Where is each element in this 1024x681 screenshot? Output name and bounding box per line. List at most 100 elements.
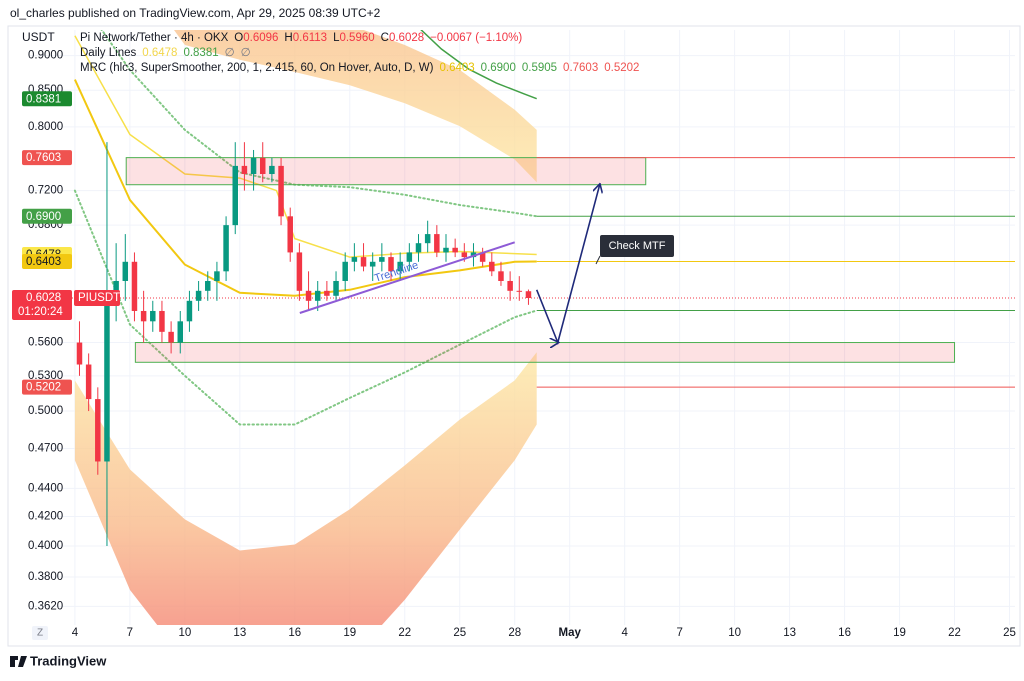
candle-body (305, 290, 312, 301)
legend-row: Pi Network/Tether · 4h · OKX O0.6096 H0.61… (80, 32, 522, 44)
candle-body (95, 399, 101, 462)
legend-row: MRC (hlc3, SuperSmoother, 200, 1, 2.415,… (80, 62, 639, 74)
ohlc-key: L (333, 32, 340, 44)
candle-body (498, 271, 504, 281)
countdown: 01:20:24 (18, 306, 63, 318)
y-tick-label: 0.5300 (28, 370, 63, 382)
callout-text: Check MTF (609, 240, 666, 252)
timezone-button-label[interactable]: Z (37, 628, 43, 639)
y-tick-label: 0.4000 (28, 540, 63, 552)
candle-body (85, 364, 92, 400)
indicator-value: 0.8381 (183, 47, 218, 59)
x-tick-label: 28 (508, 627, 521, 639)
candle-body (461, 252, 468, 258)
x-tick-label: 19 (343, 627, 356, 639)
legend-title: Pi Network/Tether · 4h · OKX (80, 32, 229, 44)
plot-area: Trendline (30, 30, 1015, 625)
candle-body (470, 252, 477, 258)
axes: 0.90000.85000.80000.72000.68000.56000.53… (12, 50, 1016, 639)
y-tick-label: 0.8000 (28, 121, 63, 133)
x-tick-label: 13 (233, 627, 246, 639)
candle-body (250, 157, 257, 175)
logo-mark (10, 656, 27, 667)
trendline (299, 241, 516, 314)
y-tick-label: 0.4700 (28, 443, 63, 455)
y-tick-label: 0.7200 (28, 185, 63, 197)
x-tick-label: 4 (72, 627, 79, 639)
indicator-value: 0.5905 (522, 62, 557, 74)
y-tick-label: 0.5600 (28, 337, 63, 349)
candle-body (443, 247, 449, 253)
candle-body (195, 290, 202, 301)
ohlc-key: O (234, 32, 243, 44)
price-tag (22, 379, 72, 395)
mrc-lower-dotted (73, 189, 538, 426)
indicator-value: ∅ (241, 47, 251, 59)
indicator-value: ∅ (225, 47, 235, 59)
y-tick-label: 0.3620 (28, 600, 63, 612)
x-tick-label: 16 (838, 627, 851, 639)
chart-frame (7, 25, 1021, 647)
candle-body (104, 300, 110, 462)
ohlc-value: 0.6028 (389, 32, 424, 44)
indicator-value: 0.6478 (142, 47, 177, 59)
x-tick-label: 10 (178, 627, 191, 639)
y-tick-label: 0.9000 (28, 50, 63, 62)
y-tick-label: 0.5000 (28, 405, 63, 417)
x-tick-label: May (559, 627, 582, 639)
timezone-button[interactable] (32, 626, 48, 640)
symbol-tag (74, 290, 120, 307)
price-tag-label: 0.6900 (26, 211, 61, 223)
candle-body (287, 216, 293, 253)
candle-body (314, 290, 321, 301)
indicator-value: 0.7603 (563, 62, 598, 74)
projection-arrow (535, 185, 600, 343)
candle-body (507, 280, 513, 291)
price-tag (22, 91, 72, 107)
candle-body (479, 252, 486, 262)
candle-body (525, 291, 532, 299)
candle-body (159, 310, 165, 332)
candle-body (397, 261, 403, 272)
candle-body (259, 157, 266, 175)
candle-body (415, 243, 422, 253)
candle-body (379, 257, 385, 262)
indicator-value: 0.6403 (439, 62, 474, 74)
x-tick-label: 22 (948, 627, 961, 639)
tradingview-logo: TradingView (10, 653, 107, 668)
candle-body (205, 280, 211, 291)
ohlc-value: 0.5960 (339, 32, 374, 44)
candle-body (186, 300, 193, 322)
x-tick-label: 4 (621, 627, 628, 639)
candle-body (177, 321, 184, 343)
candle-body (168, 331, 174, 343)
last-price-tag (12, 290, 72, 321)
candle-body (232, 165, 238, 226)
candle-body (140, 310, 147, 322)
candle-body (424, 234, 431, 244)
candle-body (122, 261, 129, 281)
change: −0.0067 (−1.10%) (430, 32, 522, 44)
callout-box (600, 235, 674, 257)
candle-body (324, 290, 330, 296)
candle-body (516, 290, 523, 292)
callout-pointer (595, 255, 601, 265)
candle-body (489, 261, 495, 272)
candle-body (223, 225, 229, 272)
y-tick-label: 0.3800 (28, 571, 63, 583)
candle-body (131, 261, 138, 311)
price-tag-label: 0.7603 (26, 152, 61, 164)
candle-body (434, 234, 440, 253)
candle-body (369, 261, 376, 267)
legend-row: Daily Lines 0.6478 0.8381 ∅ ∅ (80, 47, 251, 59)
price-tag-label: 0.8381 (26, 93, 61, 105)
candle-body (360, 257, 367, 267)
candle-body (296, 252, 303, 291)
y-tick-label: 0.4200 (28, 511, 63, 523)
price-tag (22, 208, 72, 224)
legend: Pi Network/Tether · 4h · OKX O0.6096 H0.61… (80, 32, 639, 74)
candle-body (269, 165, 275, 175)
candle-body (388, 257, 394, 272)
candle-body (214, 271, 220, 281)
